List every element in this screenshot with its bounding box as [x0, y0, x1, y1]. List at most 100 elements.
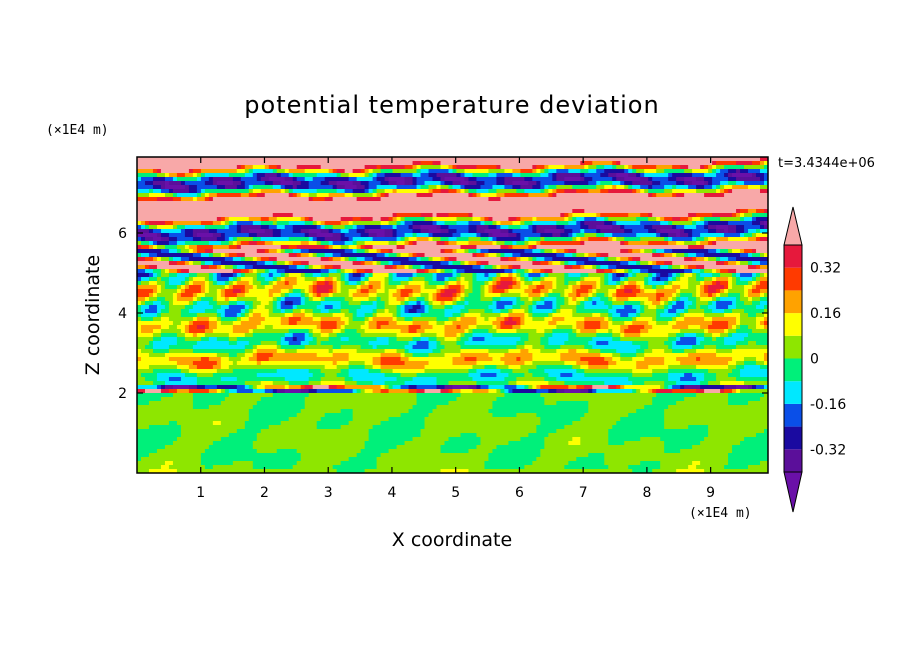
- contour-cell: [436, 193, 442, 198]
- contour-cell: [760, 253, 765, 258]
- contour-cell: [660, 189, 665, 194]
- contour-cell: [184, 253, 190, 258]
- contour-cell: [232, 161, 238, 166]
- contour-cell: [668, 157, 673, 162]
- contour-cell: [404, 221, 410, 226]
- contour-cell: [664, 233, 669, 238]
- contour-cell: [688, 205, 693, 210]
- contour-cell: [752, 173, 757, 178]
- contour-cell: [208, 229, 214, 234]
- contour-cell: [148, 185, 154, 190]
- contour-cell: [192, 221, 198, 226]
- contour-cell: [204, 257, 210, 262]
- contour-cell: [137, 213, 142, 218]
- contour-cell: [648, 233, 653, 238]
- contour-cell: [700, 217, 705, 222]
- contour-cell: [596, 181, 601, 186]
- contour-cell: [264, 169, 270, 174]
- contour-cell: [288, 253, 294, 258]
- contour-cell: [184, 165, 190, 170]
- contour-cell: [568, 157, 573, 162]
- contour-cell: [368, 257, 374, 262]
- contour-cell: [268, 233, 274, 238]
- contour-cell: [468, 161, 474, 166]
- contour-cell: [208, 225, 214, 230]
- contour-cell: [164, 233, 170, 238]
- contour-cell: [172, 241, 178, 246]
- contour-cell: [276, 257, 282, 262]
- contour-cell: [640, 173, 645, 178]
- contour-cell: [252, 237, 258, 242]
- contour-cell: [628, 221, 633, 226]
- contour-cell: [640, 169, 645, 174]
- contour-cell: [204, 209, 210, 214]
- contour-cell: [604, 209, 609, 214]
- contour-cell: [684, 253, 689, 258]
- contour-cell: [216, 237, 222, 242]
- contour-cell: [148, 225, 154, 230]
- contour-cell: [628, 165, 633, 170]
- contour-cell: [524, 229, 529, 234]
- contour-cell: [260, 249, 266, 254]
- contour-cell: [344, 277, 350, 282]
- contour-cell: [448, 209, 454, 214]
- contour-cell: [180, 273, 186, 278]
- contour-cell: [696, 181, 701, 186]
- contour-cell: [608, 217, 613, 222]
- contour-cell: [756, 189, 761, 194]
- contour-cell: [712, 237, 717, 242]
- contour-cell: [228, 209, 234, 214]
- contour-cell: [188, 213, 194, 218]
- contour-cell: [380, 177, 386, 182]
- contour-cell: [740, 233, 745, 238]
- contour-cell: [568, 249, 573, 254]
- contour-cell: [628, 225, 633, 230]
- contour-cell: [144, 269, 150, 274]
- contour-cell: [356, 205, 362, 210]
- contour-cell: [496, 225, 502, 230]
- contour-cell: [540, 193, 545, 198]
- contour-cell: [724, 273, 729, 278]
- contour-cell: [332, 265, 338, 270]
- contour-cell: [200, 173, 206, 178]
- contour-cell: [648, 261, 653, 266]
- contour-cell: [752, 161, 757, 166]
- contour-cell: [392, 245, 398, 250]
- contour-cell: [688, 265, 693, 270]
- contour-cell: [504, 157, 510, 162]
- contour-cell: [468, 257, 474, 262]
- contour-cell: [516, 257, 521, 262]
- contour-cell: [572, 273, 577, 278]
- contour-cell: [740, 269, 745, 274]
- contour-cell: [172, 277, 178, 282]
- contour-cell: [416, 241, 422, 246]
- contour-cell: [720, 193, 725, 198]
- contour-cell: [312, 193, 318, 198]
- contour-cell: [236, 241, 242, 246]
- contour-cell: [484, 161, 490, 166]
- contour-cell: [168, 277, 174, 282]
- contour-cell: [600, 245, 605, 250]
- contour-cell: [260, 225, 266, 230]
- contour-cell: [236, 197, 242, 202]
- contour-cell: [720, 237, 725, 242]
- contour-cell: [716, 249, 721, 254]
- contour-cell: [356, 201, 362, 206]
- contour-cell: [536, 221, 541, 226]
- contour-cell: [332, 229, 338, 234]
- contour-cell: [420, 233, 426, 238]
- contour-cell: [348, 213, 354, 218]
- contour-cell: [408, 185, 414, 190]
- contour-cell: [144, 277, 150, 282]
- contour-cell: [432, 189, 438, 194]
- contour-cell: [676, 165, 681, 170]
- contour-cell: [308, 185, 314, 190]
- contour-cell: [316, 201, 322, 206]
- contour-cell: [252, 229, 258, 234]
- contour-cell: [304, 217, 310, 222]
- contour-cell: [760, 269, 765, 274]
- contour-cell: [200, 217, 206, 222]
- contour-cell: [528, 213, 533, 218]
- contour-cell: [304, 249, 310, 254]
- contour-cell: [528, 209, 533, 214]
